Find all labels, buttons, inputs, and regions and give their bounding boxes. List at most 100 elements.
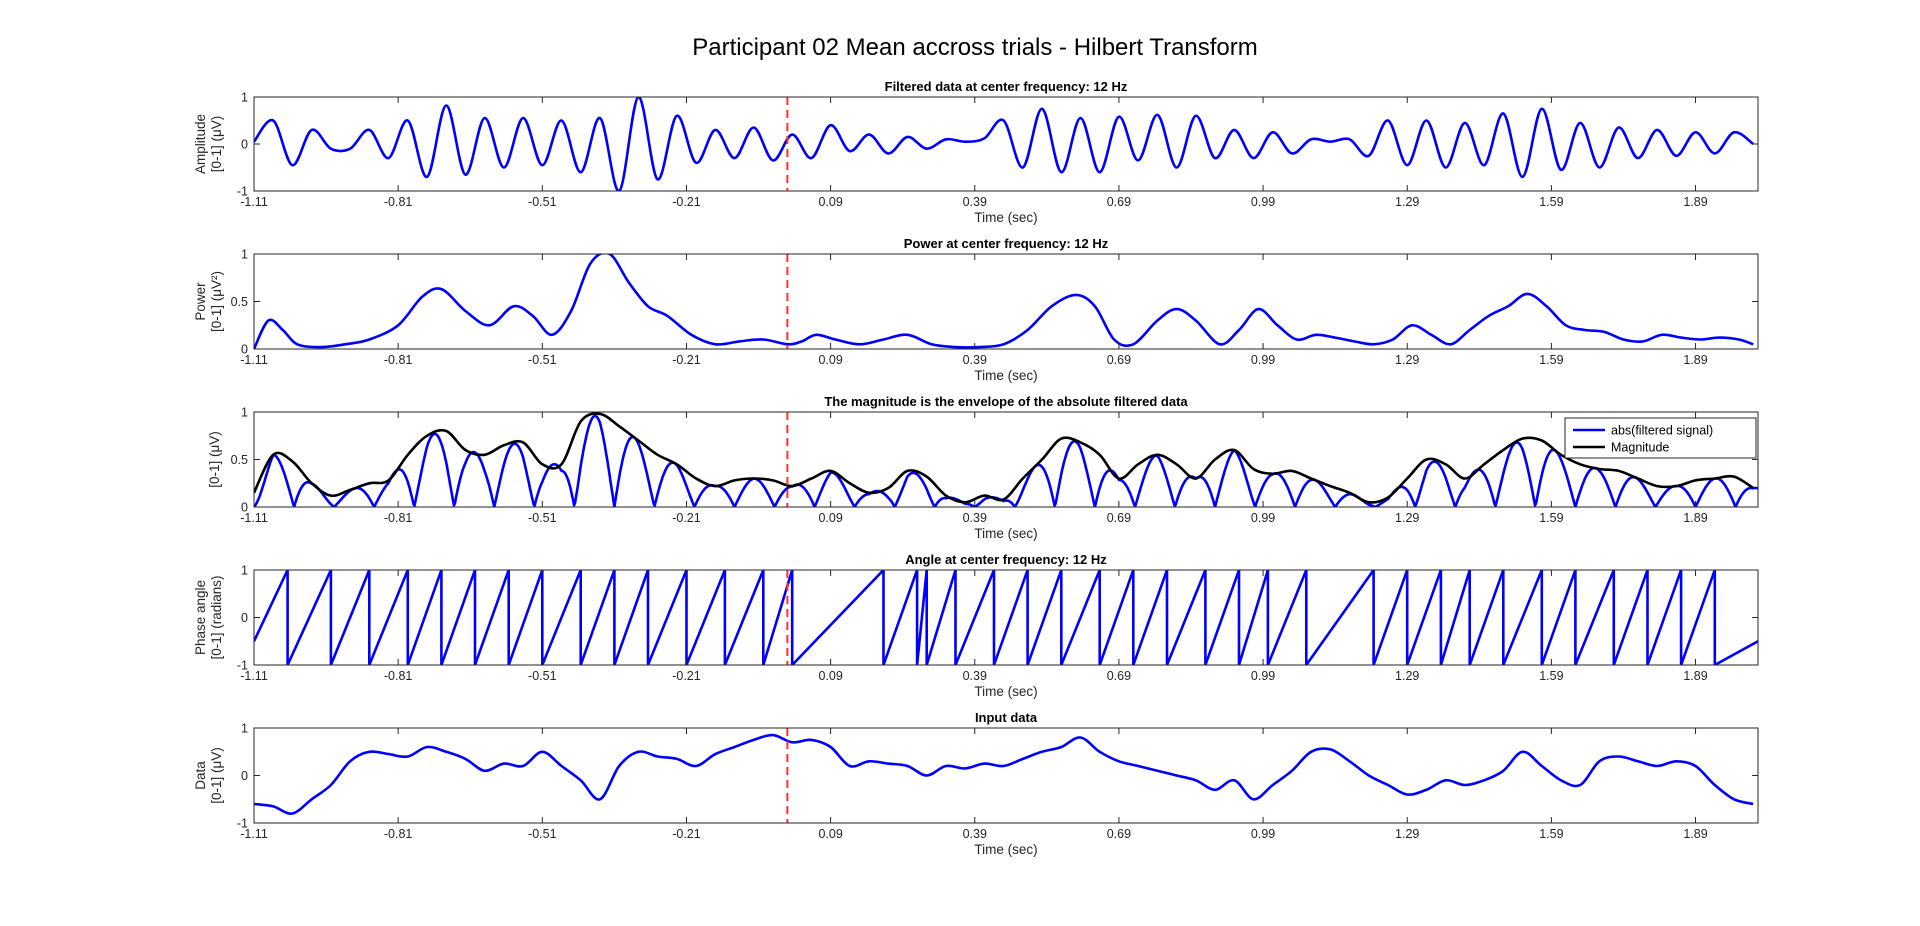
- legend-label: Magnitude: [1611, 441, 1669, 455]
- series-line-1: [254, 570, 1758, 665]
- x-tick-label: -0.81: [384, 511, 413, 525]
- plot-area: [254, 254, 1754, 349]
- x-tick-label: 1.59: [1539, 353, 1563, 367]
- y-axis-label: [0-1] (radians): [209, 575, 224, 659]
- x-tick-label: 0.39: [963, 669, 987, 683]
- x-axis-label: Time (sec): [974, 684, 1037, 699]
- x-tick-label: 1.29: [1395, 353, 1419, 367]
- x-tick-label: 1.29: [1395, 511, 1419, 525]
- x-tick-label: 1.89: [1683, 669, 1707, 683]
- x-tick-label: 0.69: [1107, 353, 1131, 367]
- x-tick-label: 0.09: [818, 195, 842, 209]
- x-tick-label: 0.09: [818, 511, 842, 525]
- x-tick-label: 0.99: [1251, 827, 1275, 841]
- y-axis-label: Power: [193, 282, 208, 321]
- x-tick-label: 1.59: [1539, 195, 1563, 209]
- y-tick-label: 1: [241, 406, 248, 420]
- x-tick-label: -0.81: [384, 827, 413, 841]
- panel-3: The magnitude is the envelope of the abs…: [207, 394, 1759, 541]
- x-tick-label: 1.59: [1539, 827, 1563, 841]
- x-tick-label: -1.11: [240, 827, 268, 841]
- x-tick-label: 0.39: [963, 195, 987, 209]
- y-axis-label: [0-1] (μV²): [209, 271, 224, 332]
- figure-suptitle: Participant 02 Mean accross trials - Hil…: [692, 34, 1258, 61]
- panel-title: Power at center frequency: 12 Hz: [904, 236, 1109, 251]
- x-tick-label: -0.21: [672, 669, 701, 683]
- y-tick-label: 1: [241, 91, 248, 105]
- y-tick-label: -1: [237, 185, 248, 199]
- y-axis-label: Data: [193, 761, 208, 790]
- x-tick-label: 0.09: [818, 669, 842, 683]
- legend-label: abs(filtered signal): [1611, 424, 1713, 438]
- y-axis-label: [0-1] (μV): [209, 116, 224, 173]
- y-tick-label: 1: [241, 722, 248, 736]
- x-tick-label: -0.51: [528, 827, 557, 841]
- x-axis-label: Time (sec): [974, 210, 1037, 225]
- y-tick-label: -1: [237, 817, 248, 831]
- x-axis-label: Time (sec): [974, 368, 1037, 383]
- y-axis-label: [0-1] (μV): [207, 431, 222, 488]
- x-tick-label: 1.59: [1539, 669, 1563, 683]
- x-tick-label: 1.89: [1683, 353, 1707, 367]
- x-axis-label: Time (sec): [974, 842, 1037, 857]
- y-tick-label: 0: [241, 343, 248, 357]
- legend-box: [1564, 417, 1757, 459]
- plot-area: [254, 412, 1758, 507]
- x-tick-label: 0.99: [1251, 669, 1275, 683]
- x-tick-label: 0.39: [963, 353, 987, 367]
- x-tick-label: -0.51: [528, 353, 557, 367]
- x-tick-label: -1.11: [240, 195, 268, 209]
- x-tick-label: 0.69: [1107, 195, 1131, 209]
- panel-4: Angle at center frequency: 12 Hz -1.11 -0.…: [193, 552, 1759, 699]
- x-tick-label: 0.09: [818, 827, 842, 841]
- panel-5: Input data -1.11 -0.81 -0.51 -0.21 0.09 0.39 0.…: [193, 710, 1759, 857]
- series-line-1: [254, 254, 1754, 349]
- y-tick-label: 0: [241, 769, 248, 783]
- plot-area: [254, 733, 1754, 815]
- x-tick-label: 0.69: [1107, 827, 1131, 841]
- y-axis-label: Amplitude: [193, 114, 208, 174]
- x-tick-label: 1.29: [1395, 827, 1419, 841]
- x-tick-label: -1.11: [240, 511, 268, 525]
- panels: Filtered data at center frequency: 12 Hz…: [193, 79, 1759, 857]
- x-tick-label: 1.89: [1683, 195, 1707, 209]
- x-tick-label: -1.11: [240, 669, 268, 683]
- x-tick-label: 1.29: [1395, 195, 1419, 209]
- panel-title: Input data: [975, 710, 1038, 725]
- y-tick-label: 0.5: [231, 453, 248, 467]
- x-tick-label: -0.81: [384, 353, 413, 367]
- x-tick-label: -0.51: [528, 195, 557, 209]
- legend: abs(filtered signal) Magnitude: [1564, 417, 1757, 459]
- y-tick-label: -1: [237, 659, 248, 673]
- panel-title: Angle at center frequency: 12 Hz: [905, 552, 1107, 567]
- panel-1: Filtered data at center frequency: 12 Hz…: [193, 79, 1759, 225]
- x-tick-label: -0.81: [384, 195, 413, 209]
- x-tick-label: -0.21: [672, 511, 701, 525]
- x-tick-label: 0.69: [1107, 669, 1131, 683]
- x-tick-label: -0.51: [528, 669, 557, 683]
- plot-area: [254, 97, 1754, 191]
- x-tick-label: 0.99: [1251, 511, 1275, 525]
- series-line-1: [254, 733, 1754, 815]
- x-tick-label: 1.89: [1683, 511, 1707, 525]
- series-line-2: [254, 412, 1754, 504]
- y-tick-label: 0: [241, 611, 248, 625]
- x-tick-label: 1.89: [1683, 827, 1707, 841]
- panel-title: Filtered data at center frequency: 12 Hz: [885, 79, 1128, 94]
- x-tick-label: 0.09: [818, 353, 842, 367]
- x-tick-label: -0.81: [384, 669, 413, 683]
- y-tick-label: 0: [241, 138, 248, 152]
- x-tick-label: 0.99: [1251, 195, 1275, 209]
- x-tick-label: 0.99: [1251, 353, 1275, 367]
- plot-area: [254, 570, 1758, 665]
- y-tick-label: 1: [241, 564, 248, 578]
- y-tick-label: 1: [241, 248, 248, 262]
- x-tick-label: 1.29: [1395, 669, 1419, 683]
- panel-title: The magnitude is the envelope of the abs…: [824, 394, 1188, 409]
- x-axis-label: Time (sec): [974, 526, 1037, 541]
- x-tick-label: 1.59: [1539, 511, 1563, 525]
- series-line-1: [254, 97, 1754, 191]
- y-axis-label: Phase angle: [193, 580, 208, 655]
